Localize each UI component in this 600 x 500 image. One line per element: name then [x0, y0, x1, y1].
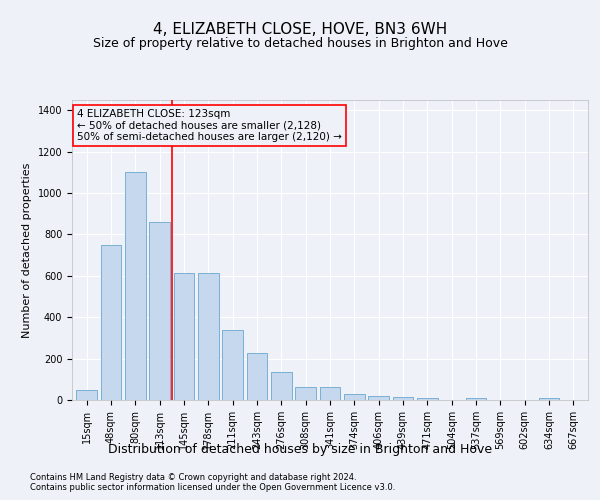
Bar [344, 394, 365, 400]
Text: Distribution of detached houses by size in Brighton and Hove: Distribution of detached houses by size … [108, 442, 492, 456]
Text: Contains public sector information licensed under the Open Government Licence v3: Contains public sector information licen… [30, 482, 395, 492]
Bar [149, 222, 170, 400]
Bar [101, 245, 121, 400]
Bar [320, 386, 340, 400]
Bar [392, 397, 413, 400]
Bar [247, 354, 268, 400]
Bar [271, 372, 292, 400]
Bar [125, 172, 146, 400]
Bar [198, 273, 218, 400]
Bar [76, 390, 97, 400]
Bar [222, 330, 243, 400]
Bar [539, 398, 559, 400]
Bar [295, 386, 316, 400]
Bar [466, 398, 487, 400]
Text: Contains HM Land Registry data © Crown copyright and database right 2024.: Contains HM Land Registry data © Crown c… [30, 472, 356, 482]
Bar [417, 398, 438, 400]
Y-axis label: Number of detached properties: Number of detached properties [22, 162, 32, 338]
Text: 4 ELIZABETH CLOSE: 123sqm
← 50% of detached houses are smaller (2,128)
50% of se: 4 ELIZABETH CLOSE: 123sqm ← 50% of detac… [77, 109, 342, 142]
Text: Size of property relative to detached houses in Brighton and Hove: Size of property relative to detached ho… [92, 38, 508, 51]
Bar [173, 273, 194, 400]
Bar [368, 396, 389, 400]
Text: 4, ELIZABETH CLOSE, HOVE, BN3 6WH: 4, ELIZABETH CLOSE, HOVE, BN3 6WH [153, 22, 447, 38]
